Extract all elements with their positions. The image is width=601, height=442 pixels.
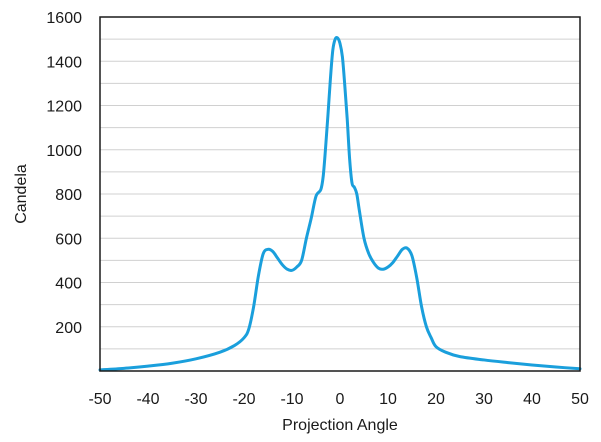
- x-axis-tick-labels: -50 -40 -30 -20 -10 0 10 20 30 40 50: [88, 391, 589, 408]
- y-tick-label: 400: [55, 276, 82, 293]
- x-tick-label: 40: [523, 391, 541, 408]
- x-tick-label: 50: [571, 391, 589, 408]
- y-tick-label: 800: [55, 187, 82, 204]
- x-tick-label: -30: [184, 391, 207, 408]
- series-line: [98, 36, 582, 372]
- y-axis-title: Candela: [13, 164, 30, 224]
- x-tick-label: 10: [379, 391, 397, 408]
- y-tick-label: 1200: [46, 99, 82, 116]
- x-tick-label: 0: [336, 391, 345, 408]
- y-tick-label: 1400: [46, 54, 82, 71]
- x-tick-label: 20: [427, 391, 445, 408]
- y-tick-label: 600: [55, 231, 82, 248]
- y-axis-tick-labels: 200 400 600 800 1000 1200 1400 1600: [46, 10, 82, 337]
- y-tick-label: 200: [55, 320, 82, 337]
- x-tick-label: -40: [136, 391, 159, 408]
- grid-lines: [100, 38, 580, 350]
- x-tick-label: -10: [280, 391, 303, 408]
- y-tick-label: 1000: [46, 143, 82, 160]
- plot-frame: [99, 16, 581, 372]
- x-tick-label: 30: [475, 391, 493, 408]
- x-axis-title: Projection Angle: [282, 417, 398, 434]
- x-tick-label: -20: [232, 391, 255, 408]
- y-tick-label: 1600: [46, 10, 82, 27]
- x-tick-label: -50: [88, 391, 111, 408]
